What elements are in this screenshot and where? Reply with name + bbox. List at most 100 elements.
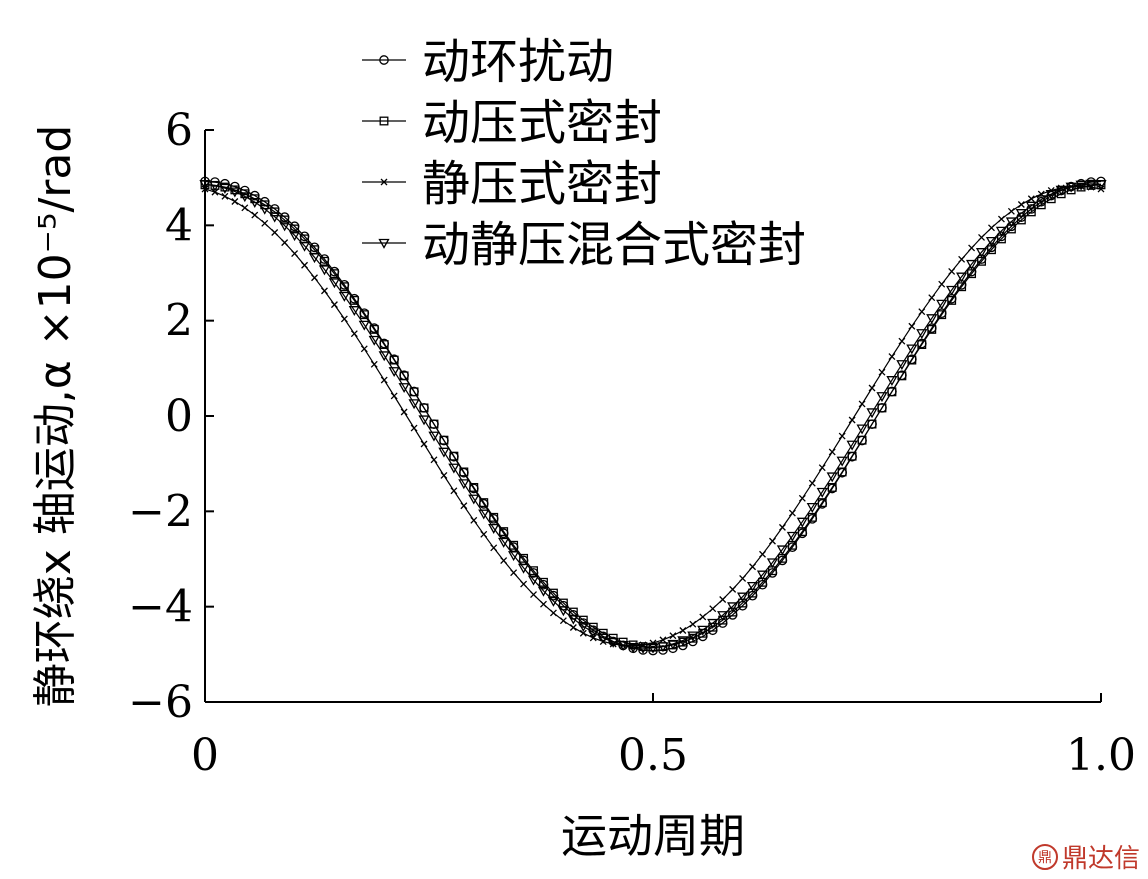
data-point — [838, 432, 846, 440]
data-point — [816, 487, 828, 498]
data-point — [469, 482, 479, 492]
data-point — [498, 537, 510, 548]
data-point — [271, 229, 279, 236]
data-point — [1095, 180, 1107, 190]
data-point — [888, 353, 896, 360]
data-point — [339, 282, 349, 292]
data-point — [567, 614, 579, 625]
data-point — [269, 212, 281, 223]
data-point — [399, 371, 409, 381]
data-point — [965, 259, 978, 270]
x-tick-label: 1.0 — [1066, 730, 1136, 781]
data-point — [907, 355, 917, 365]
data-point — [906, 344, 918, 355]
data-point — [419, 403, 429, 413]
data-point — [261, 219, 269, 227]
data-point — [637, 643, 649, 654]
data-point — [249, 197, 261, 208]
data-point — [350, 330, 358, 338]
data-point — [749, 563, 757, 571]
data-point — [736, 592, 749, 603]
data-point — [389, 355, 399, 365]
data-point — [699, 613, 707, 621]
data-point — [728, 607, 738, 617]
y-tick-label: −6 — [128, 677, 193, 728]
data-point — [291, 250, 299, 257]
data-point — [659, 636, 667, 644]
data-point — [718, 615, 728, 625]
data-point — [358, 320, 370, 331]
data-point — [886, 376, 898, 386]
data-point — [897, 371, 907, 381]
data-point — [547, 596, 560, 607]
data-point — [529, 566, 538, 576]
data-point — [918, 308, 926, 316]
data-point — [428, 431, 440, 442]
data-point — [848, 416, 856, 424]
data-point — [826, 472, 838, 483]
y-ticks: −6 −4 −2 0 2 4 6 — [128, 105, 214, 728]
data-point — [827, 482, 837, 492]
data-point — [369, 324, 379, 334]
data-point — [1005, 217, 1018, 228]
data-point — [510, 569, 518, 577]
data-point — [776, 545, 789, 556]
data-point — [557, 606, 570, 617]
data-point — [388, 367, 400, 378]
data-point — [450, 487, 458, 495]
data-point — [917, 340, 927, 350]
data-point — [259, 204, 271, 215]
data-point — [1026, 207, 1036, 217]
y-tick-label: 4 — [165, 200, 193, 251]
data-point — [409, 387, 419, 397]
y-tick-label: 2 — [165, 296, 193, 347]
plot-frame — [204, 130, 1101, 703]
data-point — [508, 551, 520, 562]
data-point — [856, 424, 868, 435]
data-point — [797, 527, 807, 537]
data-point — [788, 509, 796, 517]
data-point — [281, 239, 289, 247]
data-point — [390, 392, 398, 400]
data-point — [1036, 200, 1046, 210]
data-point — [988, 224, 995, 232]
y-tick-label: 0 — [165, 391, 193, 442]
data-point — [607, 637, 619, 648]
data-point — [807, 512, 817, 522]
data-point — [478, 509, 490, 520]
data-point — [209, 181, 221, 192]
data-point — [320, 256, 329, 266]
data-point — [796, 517, 808, 528]
data-point — [878, 368, 886, 376]
data-point — [578, 615, 588, 625]
y-tick-label: −2 — [128, 486, 193, 537]
legend-item: 动压式密封 — [362, 95, 662, 151]
data-point — [1015, 209, 1027, 220]
data-point — [301, 261, 309, 269]
data-point — [370, 360, 378, 368]
data-point — [828, 448, 836, 456]
data-point — [579, 629, 587, 637]
data-point — [877, 403, 887, 413]
data-point — [688, 633, 698, 643]
legend-marker — [380, 178, 388, 186]
data-point — [379, 340, 389, 350]
data-point — [398, 383, 410, 394]
data-point — [430, 456, 438, 464]
data-point — [946, 285, 958, 296]
data-point — [1075, 180, 1087, 191]
data-point — [798, 494, 806, 502]
data-point — [548, 588, 558, 598]
legend-item: 动静压混合式密封 — [362, 217, 806, 273]
data-point — [288, 231, 301, 242]
data-point — [368, 335, 380, 346]
watermark-text: 鼎达信 — [1061, 844, 1140, 874]
data-point — [429, 419, 439, 429]
data-point — [349, 295, 359, 305]
data-point — [697, 625, 709, 636]
x-tick-label: 0.5 — [618, 730, 688, 781]
data-point — [938, 280, 946, 288]
data-point — [211, 188, 219, 196]
series-4 — [199, 179, 1107, 654]
